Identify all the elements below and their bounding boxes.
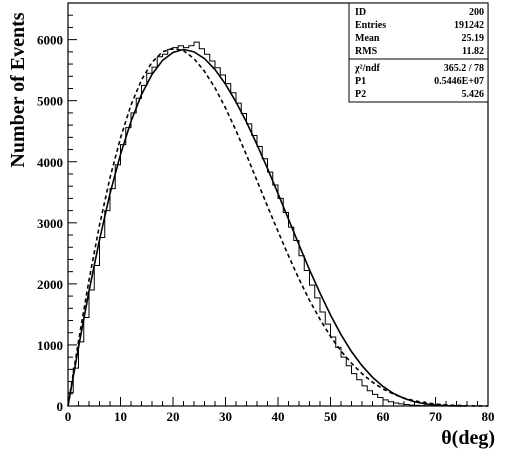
histogram-bin [184, 48, 189, 406]
histogram-bin [105, 211, 110, 406]
stats-label: RMS [355, 46, 378, 57]
histogram-bin [199, 49, 204, 406]
stats-value: 11.82 [462, 46, 484, 57]
histogram-bin [236, 103, 241, 406]
stats-label: P1 [355, 76, 366, 87]
histogram-bin [315, 298, 320, 406]
histogram-layer [67, 41, 488, 407]
histogram-bin [262, 159, 267, 406]
histogram-bin [136, 98, 141, 406]
stats-box: ID 200 Entries 191242 Mean 25.19 RMS 11.82 χ²/nd… [348, 2, 489, 103]
histogram-bin [147, 73, 152, 406]
histogram-bin [173, 48, 178, 406]
histogram-bin [299, 256, 304, 406]
fit-curve-solid [67, 48, 468, 407]
histogram-bin [352, 374, 357, 406]
histogram-bin [210, 61, 215, 406]
histogram-bin [215, 68, 220, 406]
fit-curve-dashed [67, 47, 489, 407]
histogram-bin [126, 128, 131, 406]
x-tick-label: 0 [65, 409, 72, 424]
histogram-bin [388, 402, 393, 406]
histogram-bin [110, 189, 115, 406]
histogram-bin [378, 397, 383, 406]
histogram-bin [231, 93, 236, 406]
histogram-bin [336, 347, 341, 406]
stats-value: 5.426 [462, 89, 485, 100]
histogram-bin [268, 172, 273, 406]
histogram-bin [294, 241, 299, 406]
x-tick-label: 10 [114, 409, 127, 424]
histogram-bin [121, 145, 126, 406]
histogram-bin [152, 67, 157, 406]
stats-value: 191242 [454, 20, 484, 31]
x-tick-label: 50 [324, 409, 337, 424]
histogram-bin [89, 290, 94, 406]
histogram-bin [373, 394, 378, 406]
stats-label: ID [355, 7, 366, 18]
histogram-bin [178, 46, 183, 406]
x-tick-label: 30 [219, 409, 232, 424]
histogram-bin [367, 391, 372, 406]
histogram-bin [194, 42, 199, 406]
stats-value: 25.19 [462, 33, 485, 44]
x-tick-label: 40 [272, 409, 285, 424]
histogram-bin [273, 185, 278, 406]
x-tick-label: 60 [377, 409, 390, 424]
y-tick-label: 5000 [37, 94, 63, 109]
histogram-bin [94, 266, 99, 406]
stats-label: χ²/ndf [354, 63, 381, 74]
histogram-bin [346, 366, 351, 406]
x-tick-label: 70 [429, 409, 442, 424]
y-axis-title: Number of Events [7, 12, 29, 167]
histogram-outline [67, 41, 488, 407]
histogram-bin [320, 312, 325, 406]
ticks-layer: 0 10 20 30 40 50 60 70 80 0 1000 2000 3000 4000 5000 60… [37, 2, 495, 424]
histogram-bin [362, 386, 367, 406]
y-tick-label: 2000 [37, 277, 63, 292]
y-tick-label: 6000 [37, 33, 63, 48]
histogram-bin [84, 317, 89, 406]
histogram-bin [142, 85, 147, 406]
histogram-bin [252, 136, 257, 406]
histogram-bin [331, 337, 336, 406]
stats-box-frame [348, 2, 489, 103]
x-tick-label: 20 [167, 409, 180, 424]
histogram-bin [283, 212, 288, 406]
histogram-bin [157, 57, 162, 406]
histogram-bin [341, 357, 346, 406]
stats-label: Entries [355, 20, 386, 31]
stats-value: 0.5446E+07 [434, 76, 484, 87]
histogram-bin [220, 75, 225, 406]
y-tick-label: 1000 [37, 338, 63, 353]
histogram-bin [131, 113, 136, 406]
y-tick-label: 0 [57, 399, 64, 414]
stats-value: 200 [469, 7, 484, 18]
histogram-bin [115, 165, 120, 406]
curves-layer [67, 47, 489, 407]
y-tick-label: 3000 [37, 216, 63, 231]
histogram-bin [304, 270, 309, 406]
histogram-bin [241, 114, 246, 406]
stats-label: Mean [355, 33, 380, 44]
histogram-bin [205, 54, 210, 406]
histogram-bin [79, 342, 84, 406]
histogram-bin [289, 227, 294, 406]
stats-label: P2 [355, 89, 366, 100]
histogram-bin [163, 54, 168, 406]
y-tick-label: 4000 [37, 155, 63, 170]
histogram-bin [357, 380, 362, 406]
x-axis-title: θ(deg) [441, 427, 495, 449]
histogram-bin [226, 84, 231, 406]
histogram-bin [189, 46, 194, 406]
x-tick-label: 80 [482, 409, 495, 424]
histogram-bin [310, 285, 315, 406]
histogram-bin [100, 237, 105, 406]
histogram-bin [278, 198, 283, 406]
histogram-bin [168, 49, 173, 406]
stats-value: 365.2 / 78 [444, 63, 484, 74]
histogram-bin [383, 400, 388, 406]
